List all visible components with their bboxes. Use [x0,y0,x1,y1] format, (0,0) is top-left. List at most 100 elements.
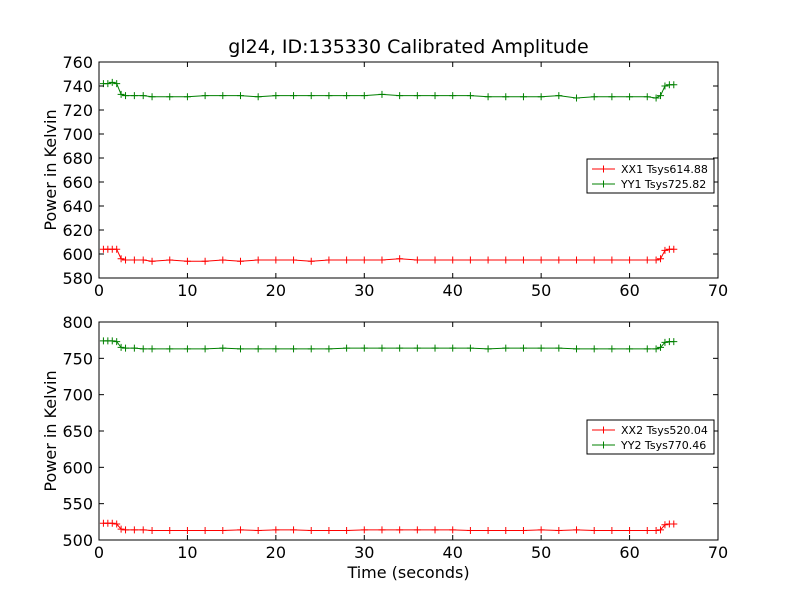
panel2-series-2-point [219,344,227,352]
panel2-series-2-point [555,344,563,352]
panel2-series-1-point [555,527,563,535]
panel1-xtick-label: 70 [708,281,728,300]
panel1-ytick-label: 640 [62,197,93,216]
panel1-series-2-point [201,92,209,100]
panel1-series-2-point [183,93,191,101]
panel2-ytick-label: 550 [62,495,93,514]
panel1-series-2-point [130,92,138,100]
panel2-xtick-label: 60 [619,543,639,562]
panel2-series-2-point [431,344,439,352]
panel1-series-2-point [148,93,156,101]
panel1-series-2-point [396,92,404,100]
panel2-series-1-point [657,526,665,534]
panel2-series-2-point [573,345,581,353]
panel2-legend-label-1: XX2 Tsys520.04 [621,424,708,437]
panel1-series-2-point [325,92,333,100]
panel1-series-2-point [413,92,421,100]
panel2-series-2-point [183,345,191,353]
panel1-series-2-point [466,92,474,100]
panel1-series-2-point [139,92,147,100]
panel2-series-2-point [360,344,368,352]
panel1-legend-label-1: XX1 Tsys614.88 [621,163,708,176]
panel2-series-1-point [652,527,660,535]
panel1-ytick-label: 720 [62,101,93,120]
panel2-series-2-point [139,345,147,353]
panel2-series-1-point [122,526,130,534]
panel2-ytick-label: 600 [62,458,93,477]
panel2-series-1-point [466,527,474,535]
panel1-series-1-point [378,256,386,264]
panel2-series-1-point [608,527,616,535]
panel1-series-1-point [117,255,125,263]
panel1-series-line-2 [103,81,674,99]
panel1-series-1-point [519,256,527,264]
panel1-series-1-point [325,256,333,264]
panel1-xtick-label: 0 [94,281,104,300]
panel1-legend-label-2: YY1 Tsys725.82 [620,178,706,191]
panel2-series-2-point [590,345,598,353]
panel2-series-1-point [590,527,598,535]
panel2-series-2-point [396,344,404,352]
panel2-series-2-point [122,344,130,352]
panel1-series-1-point [148,257,156,265]
panel2-series-1-point [307,527,315,535]
panel2-series-1-point [183,527,191,535]
panel2-xtick-label: 40 [443,543,463,562]
panel2-series-1-point [343,527,351,535]
panel2-series-1-point [201,527,209,535]
panel2-series-2-point [670,338,678,346]
panel1-ytick-label: 700 [62,125,93,144]
panel2-series-1-point [108,519,116,527]
panel2-legend [586,419,715,455]
panel2-series-1-point [670,520,678,528]
panel1-series-1-point [254,256,262,264]
panel2-xtick-label: 50 [531,543,551,562]
panel2-ytick-label: 800 [62,313,93,332]
panel2-series-2-point [108,337,116,345]
panel2-xtick-label: 70 [708,543,728,562]
panel2-series-2-point [661,338,669,346]
panel2-series-2-point [290,345,298,353]
panel1-series-2-point [113,80,121,88]
panel2-series-1-point [148,527,156,535]
panel2-series-2-point [130,344,138,352]
panel1-series-2-point [122,92,130,100]
panel1-ytick-label: 740 [62,77,93,96]
panel2-series-2-point [626,345,634,353]
panel1-legend [586,158,715,194]
panel1-ytick-label: 620 [62,221,93,240]
panel2-series-2-point [449,344,457,352]
panel1-series-1-point [661,246,669,254]
panel1-series-2-point [661,82,669,90]
panel1-series-1-point [130,256,138,264]
panel1-series-2-point [502,93,510,101]
panel2-series-1-point [396,526,404,534]
panel1-series-2-point [104,80,112,88]
panel2-xtick-label: 20 [266,543,286,562]
panel1-series-2-point [484,93,492,101]
panel2-series-1-point [413,526,421,534]
panel2-series-2-point [272,345,280,353]
panel1-series-1-point [272,256,280,264]
panel1-ytick-label: 660 [62,173,93,192]
panel2-series-1-point [484,527,492,535]
panel1-xtick-label: 20 [266,281,286,300]
panel2-series-line-2 [103,340,674,350]
panel1-series-1-point [555,256,563,264]
panel1-series-1-point [396,255,404,263]
panel1-series-1-point [290,256,298,264]
panel2-series-2-point [378,344,386,352]
panel1-series-2-point [519,93,527,101]
panel1-title: gl24, ID:135330 Calibrated Amplitude [228,36,588,58]
panel1-series-1-point [502,256,510,264]
panel1-series-1-point [219,256,227,264]
panel2-series-1-point [378,526,386,534]
panel1-series-1-point [166,256,174,264]
panel2-ytick-label: 500 [62,531,93,550]
panel1-series-2-point [108,78,116,86]
panel2-series-1-point [360,526,368,534]
panel2-series-2-point [652,345,660,353]
panel1-series-2-point [166,93,174,101]
panel1-ytick-label: 760 [62,53,93,72]
